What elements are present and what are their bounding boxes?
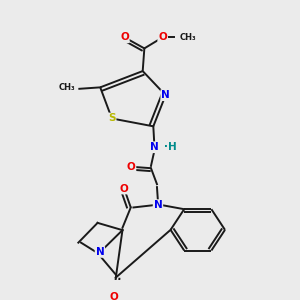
Text: S: S	[108, 113, 116, 124]
Text: CH₃: CH₃	[180, 33, 196, 42]
Text: N: N	[154, 200, 162, 210]
Text: O: O	[120, 32, 129, 42]
Text: O: O	[127, 162, 136, 172]
Text: N: N	[150, 142, 159, 152]
Text: N: N	[161, 90, 170, 100]
Text: O: O	[110, 292, 118, 300]
Text: O: O	[120, 184, 128, 194]
Text: ·H: ·H	[164, 142, 176, 152]
Text: O: O	[158, 32, 167, 42]
Text: N: N	[95, 247, 104, 257]
Text: CH₃: CH₃	[59, 83, 75, 92]
